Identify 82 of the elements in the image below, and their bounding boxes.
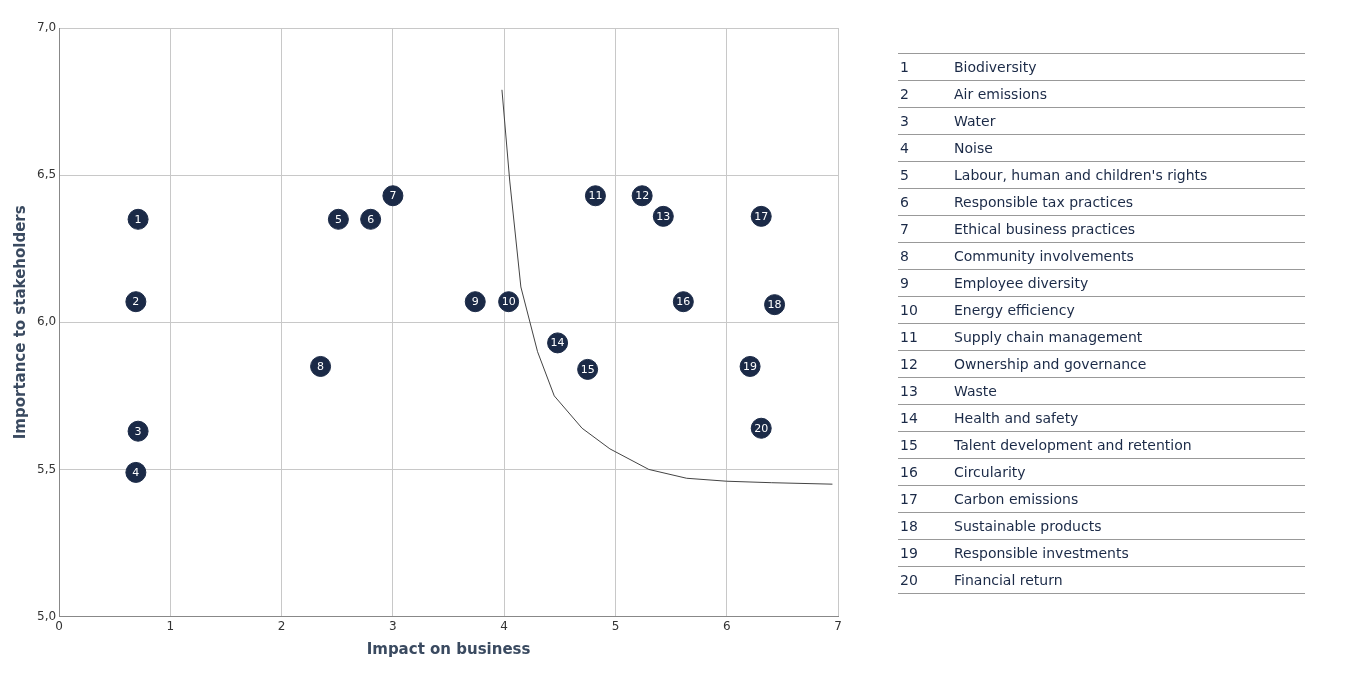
point xyxy=(327,208,349,230)
text: 19 xyxy=(900,545,918,561)
y-tick-label: 6,5 xyxy=(36,167,57,182)
x-tick-label: 3 xyxy=(389,618,397,633)
annotation: 18 xyxy=(767,298,782,311)
text: 15 xyxy=(900,437,918,453)
text: Labour, human and children's rights xyxy=(953,166,1209,185)
text: Financial return xyxy=(953,571,1064,590)
text: Responsible tax practices xyxy=(953,193,1135,212)
text: Waste xyxy=(953,382,998,401)
y-tick-label: 5,0 xyxy=(36,608,57,623)
y-tick-label: 7,0 xyxy=(36,20,57,35)
x-tick-label: 2 xyxy=(277,618,286,633)
y-axis-title: Importance to stakeholders xyxy=(10,205,29,440)
x-tick-label: 5 xyxy=(611,618,620,633)
x-tick-label: 7 xyxy=(834,618,842,633)
text: 18 xyxy=(900,518,918,534)
text: 7 xyxy=(900,221,909,237)
text: Ownership and governance xyxy=(953,355,1148,374)
annotation: 7 xyxy=(389,189,397,203)
y-tick-label: 5,5 xyxy=(36,461,57,476)
text: 12 xyxy=(900,356,918,372)
text: Supply chain management xyxy=(953,328,1144,347)
text: Employee diversity xyxy=(953,274,1090,293)
annotation: 13 xyxy=(656,209,671,223)
annotation: 20 xyxy=(754,421,769,435)
point xyxy=(125,291,147,313)
annotation: 5 xyxy=(334,212,342,226)
text: Biodiversity xyxy=(953,58,1038,77)
text: 13 xyxy=(900,383,918,399)
text: Community involvements xyxy=(953,247,1135,266)
annotation: 6 xyxy=(367,212,375,226)
annotation: 10 xyxy=(501,295,516,309)
text: 16 xyxy=(900,464,918,480)
text: Sustainable products xyxy=(953,517,1103,536)
text: 8 xyxy=(900,248,909,264)
text: 11 xyxy=(900,329,918,345)
text: 9 xyxy=(900,275,909,291)
text: Noise xyxy=(953,139,994,158)
text: 3 xyxy=(900,113,909,129)
annotation: 1 xyxy=(134,212,142,226)
text: Water xyxy=(953,112,997,131)
annotation: 17 xyxy=(754,209,769,223)
point xyxy=(360,208,382,230)
text: 6 xyxy=(900,194,909,210)
annotation: 15 xyxy=(580,362,595,376)
text: Ethical business practices xyxy=(953,220,1137,239)
text: 10 xyxy=(900,302,918,318)
text: 17 xyxy=(900,491,918,507)
text: Energy efficiency xyxy=(953,301,1076,320)
annotation: 16 xyxy=(676,295,691,309)
annotation: 11 xyxy=(588,189,603,203)
point xyxy=(464,291,486,313)
annotation: 12 xyxy=(635,189,650,203)
text: 5 xyxy=(900,167,909,183)
point xyxy=(382,185,404,207)
x-tick-label: 4 xyxy=(500,618,508,633)
x-tick-label: 6 xyxy=(722,618,731,633)
text: Circularity xyxy=(953,463,1027,482)
y-tick-label: 6,0 xyxy=(36,314,57,329)
text: Carbon emissions xyxy=(953,490,1080,509)
x-tick-label: 0 xyxy=(55,618,63,633)
text: 2 xyxy=(900,86,909,102)
text: Air emissions xyxy=(953,85,1049,104)
annotation: 9 xyxy=(471,295,479,309)
text: Talent development and retention xyxy=(953,436,1193,455)
annotation: 8 xyxy=(317,359,325,373)
annotation: 19 xyxy=(743,359,758,373)
text: Responsible investments xyxy=(953,544,1130,563)
text: 4 xyxy=(900,140,909,156)
point xyxy=(127,208,149,230)
text: 1 xyxy=(900,59,909,75)
x-axis-title: Impact on business xyxy=(366,639,531,658)
annotation: 14 xyxy=(550,336,565,350)
x-tick-label: 1 xyxy=(166,618,175,633)
annotation: 3 xyxy=(134,424,142,438)
point xyxy=(127,420,149,442)
text: 20 xyxy=(900,572,918,588)
text: Health and safety xyxy=(953,409,1080,428)
annotation: 2 xyxy=(132,295,140,309)
text: 14 xyxy=(900,410,918,426)
annotation: 4 xyxy=(132,465,140,479)
